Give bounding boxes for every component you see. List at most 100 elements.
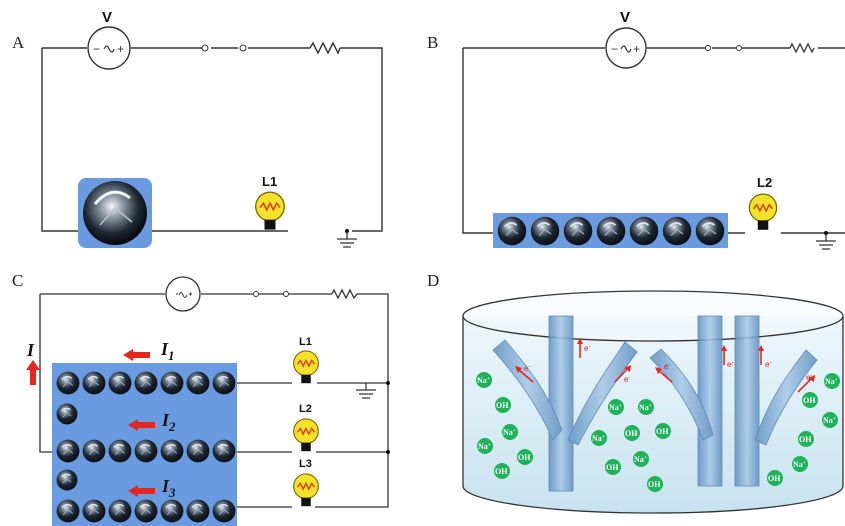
ion-oh: OH — [624, 425, 640, 441]
panel-a-lamp-label: L1 — [262, 174, 277, 189]
panel-a-bulb-icon — [254, 191, 286, 231]
svg-text:e-: e- — [624, 375, 630, 384]
panel-b-switch-terminal — [736, 45, 742, 51]
panel-c-ground-icon — [356, 383, 376, 399]
panel-c-resistor — [331, 288, 358, 300]
panel-b-label: B — [427, 33, 438, 52]
svg-text:e-: e- — [524, 364, 530, 373]
panel-b: B V − + L2 — [427, 9, 845, 250]
panel-c-total-current-label: I — [26, 340, 35, 360]
ion-na: Na+ — [502, 424, 518, 440]
svg-text:Na+: Na+ — [825, 377, 838, 386]
panel-c-lamp-1-label: L1 — [299, 336, 312, 348]
svg-text:Na+: Na+ — [592, 434, 605, 443]
panel-c-current-2-label: I2 — [161, 410, 176, 434]
ion-na: Na+ — [824, 373, 840, 389]
ion-na: Na+ — [608, 399, 624, 415]
panel-c-lamp-3-label: L3 — [299, 458, 312, 470]
svg-text:Na+: Na+ — [478, 442, 491, 451]
panel-d-tube-structure-right — [649, 315, 818, 487]
panel-c-bulb-3-icon — [292, 473, 320, 507]
svg-text:OH: OH — [803, 396, 816, 405]
svg-text:+: + — [117, 42, 124, 56]
svg-text:Na+: Na+ — [639, 403, 652, 412]
panel-a-label: A — [12, 33, 25, 52]
ion-oh: OH — [802, 392, 818, 408]
svg-text:−: − — [611, 42, 618, 56]
panel-d: D e- e- e- e- — [427, 271, 844, 514]
panel-c-current-1-arrow — [123, 349, 150, 361]
svg-text:e-: e- — [664, 362, 670, 371]
svg-text:−: − — [93, 42, 100, 56]
svg-text:+: + — [633, 42, 640, 56]
panel-b-ground-icon — [816, 233, 836, 250]
svg-text:Na+: Na+ — [793, 460, 806, 469]
panel-c: C — [12, 271, 390, 526]
panel-d-label: D — [427, 271, 439, 290]
panel-c-bulb-2-icon — [292, 418, 320, 452]
svg-text:OH: OH — [625, 429, 638, 438]
svg-text:e-: e- — [806, 373, 812, 382]
svg-text:OH: OH — [648, 480, 661, 489]
panel-b-switch-terminal — [705, 45, 711, 51]
panel-b-bulb-icon — [748, 193, 778, 231]
ion-na: Na+ — [633, 451, 649, 467]
ion-na: Na+ — [792, 456, 808, 472]
panel-c-bulb-1-icon — [292, 350, 320, 384]
panel-a-ground-icon — [337, 231, 357, 248]
svg-text:OH: OH — [606, 463, 619, 472]
svg-text:e-: e- — [584, 344, 590, 353]
panel-c-current-3-arrow — [128, 485, 155, 497]
panel-a-voltmeter-label: V — [102, 9, 112, 26]
panel-a-metal-sphere — [83, 181, 147, 245]
ion-oh: OH — [647, 476, 663, 492]
ion-na: Na+ — [822, 412, 838, 428]
ion-oh: OH — [495, 397, 511, 413]
panel-d-electron-labels: e- e- e- e- e- e- e- — [524, 344, 812, 384]
svg-text:Na+: Na+ — [634, 455, 647, 464]
svg-text:Na+: Na+ — [609, 403, 622, 412]
svg-text:e-: e- — [727, 360, 733, 369]
ion-na: Na+ — [477, 438, 493, 454]
ion-oh: OH — [605, 459, 621, 475]
panel-d-ions: Na+ OH Na+ Na+ OH OH Na+ Na+ Na+ OH OH N… — [476, 372, 840, 492]
panel-d-vessel-rim — [462, 290, 844, 342]
ion-oh: OH — [494, 463, 510, 479]
svg-text:OH: OH — [656, 427, 669, 436]
panel-a-switch-terminal — [201, 44, 209, 52]
svg-text:OH: OH — [768, 474, 781, 483]
svg-text:Na+: Na+ — [823, 416, 836, 425]
ion-oh: OH — [767, 470, 783, 486]
panel-a-switch-terminal — [239, 44, 247, 52]
ion-na: Na+ — [476, 372, 492, 388]
panel-a: A V − + L1 — [12, 9, 383, 248]
svg-text:OH: OH — [799, 435, 812, 444]
ion-oh: OH — [798, 431, 814, 447]
ion-na: Na+ — [591, 430, 607, 446]
svg-text:Na+: Na+ — [503, 428, 516, 437]
panel-d-tube-structure-left — [492, 315, 638, 492]
panel-b-resistor — [789, 42, 815, 54]
ion-na: Na+ — [638, 399, 654, 415]
svg-text:Na+: Na+ — [477, 376, 490, 385]
ion-oh: OH — [655, 423, 671, 439]
panel-d-electron-arrows — [515, 338, 815, 393]
panel-a-circuit-wire — [41, 47, 383, 232]
panel-b-circuit-wire — [462, 47, 845, 234]
svg-text:e-: e- — [765, 360, 771, 369]
panel-a-resistor — [309, 41, 341, 55]
panel-c-current-2-arrow — [128, 419, 155, 431]
svg-text:OH: OH — [496, 401, 509, 410]
ion-oh: OH — [517, 449, 533, 465]
panel-c-current-3-label: I3 — [161, 476, 176, 500]
svg-text:OH: OH — [495, 467, 508, 476]
panel-c-current-1-label: I1 — [160, 339, 175, 363]
panel-c-lamp-2-label: L2 — [299, 403, 312, 415]
panel-c-label: C — [12, 271, 23, 290]
panel-b-voltmeter-label: V — [620, 9, 630, 26]
svg-text:OH: OH — [518, 453, 531, 462]
panel-c-circuit-wire — [39, 293, 389, 508]
panel-b-lamp-label: L2 — [757, 175, 772, 190]
panel-c-total-current-arrow — [26, 360, 40, 385]
